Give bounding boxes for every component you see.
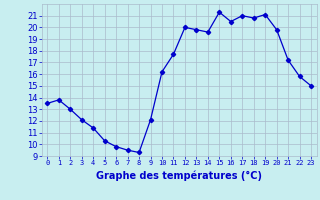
X-axis label: Graphe des températures (°C): Graphe des températures (°C) bbox=[96, 170, 262, 181]
